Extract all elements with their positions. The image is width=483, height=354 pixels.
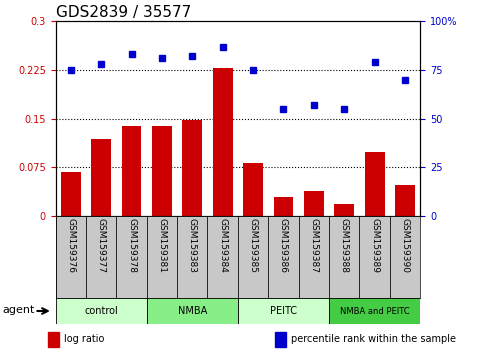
Text: agent: agent bbox=[3, 305, 35, 315]
Bar bbox=[275, 331, 286, 347]
Bar bbox=[329, 216, 359, 298]
Text: GSM159386: GSM159386 bbox=[279, 218, 288, 273]
Text: GSM159377: GSM159377 bbox=[97, 218, 106, 273]
Text: GSM159389: GSM159389 bbox=[370, 218, 379, 273]
Text: NMBA and PEITC: NMBA and PEITC bbox=[340, 307, 410, 315]
Bar bbox=[177, 216, 208, 298]
Text: GSM159390: GSM159390 bbox=[400, 218, 410, 273]
Bar bbox=[359, 216, 390, 298]
Bar bbox=[304, 191, 324, 216]
Bar bbox=[61, 172, 81, 216]
Bar bbox=[48, 331, 59, 347]
Bar bbox=[208, 216, 238, 298]
Bar bbox=[273, 196, 293, 216]
Bar bbox=[238, 298, 329, 324]
Bar bbox=[56, 216, 86, 298]
Bar bbox=[152, 126, 172, 216]
Bar bbox=[329, 298, 420, 324]
Bar bbox=[183, 120, 202, 216]
Bar bbox=[298, 216, 329, 298]
Text: GSM159383: GSM159383 bbox=[188, 218, 197, 273]
Bar bbox=[395, 185, 415, 216]
Bar bbox=[56, 298, 147, 324]
Bar bbox=[238, 216, 268, 298]
Bar bbox=[243, 163, 263, 216]
Bar bbox=[213, 68, 232, 216]
Bar bbox=[116, 216, 147, 298]
Text: GSM159378: GSM159378 bbox=[127, 218, 136, 273]
Bar bbox=[91, 139, 111, 216]
Bar bbox=[86, 216, 116, 298]
Bar bbox=[122, 126, 142, 216]
Text: GSM159388: GSM159388 bbox=[340, 218, 349, 273]
Bar bbox=[365, 152, 384, 216]
Text: GDS2839 / 35577: GDS2839 / 35577 bbox=[56, 5, 191, 20]
Bar bbox=[334, 204, 354, 216]
Text: NMBA: NMBA bbox=[178, 306, 207, 316]
Bar bbox=[147, 298, 238, 324]
Text: GSM159381: GSM159381 bbox=[157, 218, 167, 273]
Text: GSM159376: GSM159376 bbox=[66, 218, 75, 273]
Bar bbox=[390, 216, 420, 298]
Text: control: control bbox=[84, 306, 118, 316]
Text: GSM159387: GSM159387 bbox=[309, 218, 318, 273]
Text: percentile rank within the sample: percentile rank within the sample bbox=[291, 334, 456, 344]
Text: GSM159384: GSM159384 bbox=[218, 218, 227, 273]
Text: PEITC: PEITC bbox=[270, 306, 297, 316]
Text: GSM159385: GSM159385 bbox=[249, 218, 257, 273]
Bar bbox=[268, 216, 298, 298]
Text: log ratio: log ratio bbox=[64, 334, 104, 344]
Bar bbox=[147, 216, 177, 298]
